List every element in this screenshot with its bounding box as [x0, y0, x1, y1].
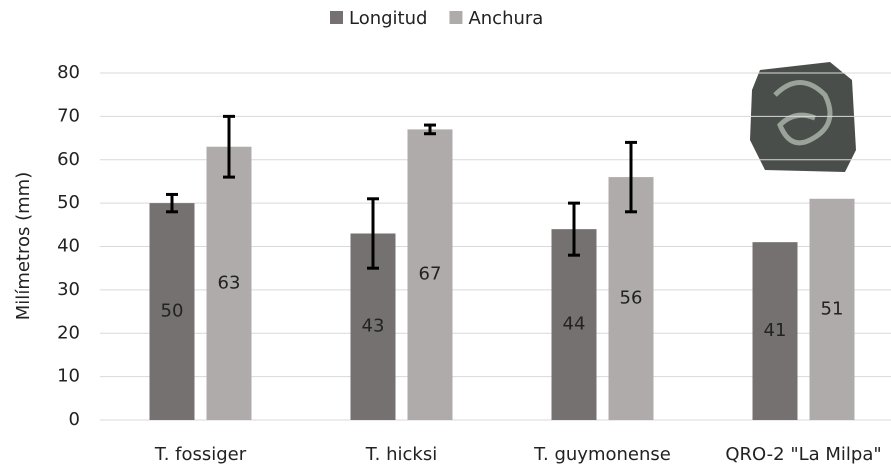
x-tick-label: QRO-2 "La Milpa" — [725, 444, 881, 465]
chart: Milímetros (mm) 0 10 20 30 40 50 60 70 80 Longitu… — [0, 0, 891, 470]
y-tick-label: 60 — [57, 149, 80, 170]
data-label: 50 — [161, 301, 184, 322]
legend-label: Longitud — [349, 8, 427, 29]
x-tick-label: T. guymonense — [533, 444, 671, 465]
legend-swatch — [330, 11, 343, 24]
y-tick-label: 0 — [69, 409, 80, 430]
data-label: 67 — [419, 264, 442, 285]
fossil-photo — [750, 62, 856, 172]
data-label: 44 — [563, 314, 586, 335]
data-label: 63 — [218, 272, 241, 293]
x-tick-label: T. hicksi — [365, 444, 437, 465]
y-tick-label: 80 — [57, 62, 80, 83]
y-axis-title: Milímetros (mm) — [13, 172, 34, 320]
data-label: 41 — [764, 320, 787, 341]
y-tick-label: 20 — [57, 322, 80, 343]
y-tick-label: 70 — [57, 105, 80, 126]
data-label: 43 — [362, 316, 385, 337]
legend-swatch — [449, 11, 462, 24]
y-tick-label: 40 — [57, 236, 80, 257]
data-label: 56 — [620, 288, 643, 309]
page: Milímetros (mm) 0 10 20 30 40 50 60 70 80 Longitu… — [0, 0, 891, 470]
y-tick-label: 50 — [57, 192, 80, 213]
x-tick-label: T. fossiger — [154, 444, 247, 465]
legend-label: Anchura — [468, 8, 543, 29]
data-label: 51 — [821, 298, 844, 319]
y-tick-label: 10 — [57, 366, 80, 387]
y-tick-label: 30 — [57, 279, 80, 300]
